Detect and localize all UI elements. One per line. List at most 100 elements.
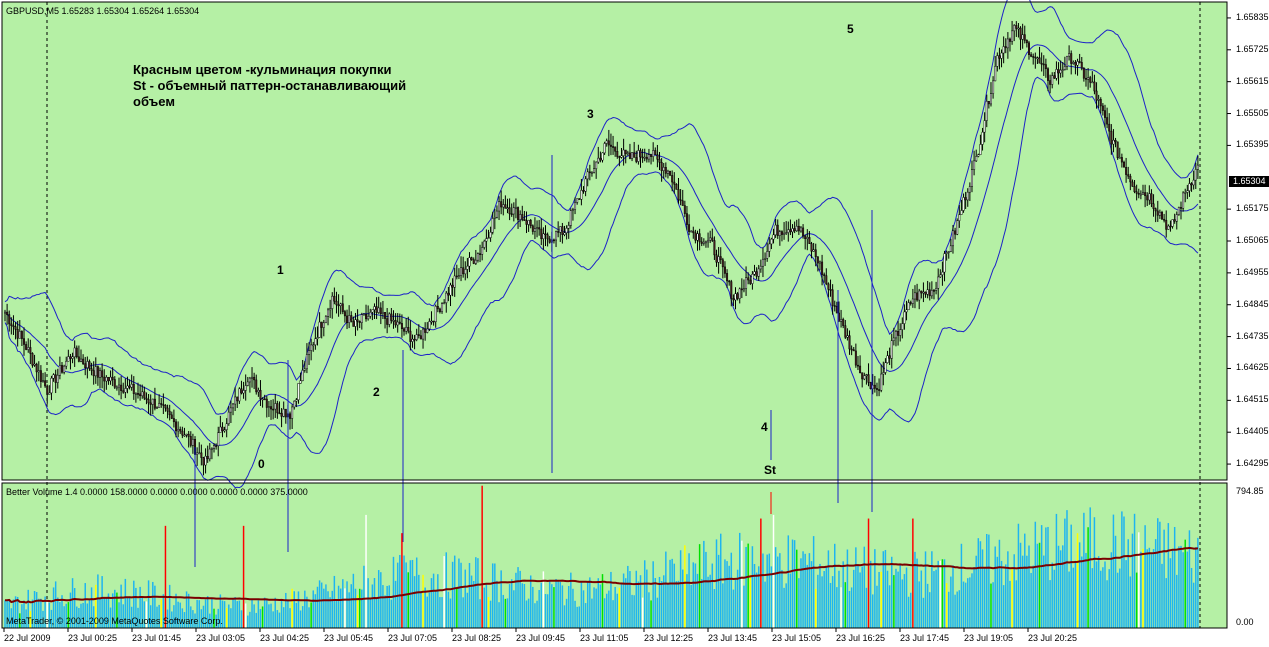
candle-body [392,320,395,322]
candle-body [96,366,99,378]
volume-bar [209,613,211,628]
volume-bar [673,563,676,628]
candle-body [46,385,49,395]
candle-body [1125,167,1128,175]
volume-bar [1019,542,1022,628]
volume-bar [12,599,15,628]
candle-body [143,391,146,399]
candle-body [198,452,201,455]
candle-body [1146,195,1149,201]
candle-body [27,347,30,350]
volume-bar [956,591,958,628]
candle-body [1163,218,1166,221]
candle-body [6,311,9,315]
volume-bar [728,565,730,628]
volume-bar [217,608,219,628]
volume-bar [760,518,762,628]
volume-bar [624,578,627,628]
volume-bar [631,594,633,628]
volume-bar [38,598,40,628]
candle-body [221,426,224,432]
candle-body [512,207,515,215]
candle-body [348,315,351,323]
volume-bar [310,602,312,628]
wave-markers [194,155,873,567]
volume-bar [700,579,703,628]
candle-body [1006,38,1009,49]
candle-body [1057,69,1060,74]
volume-bar [690,584,692,628]
volume-bar [523,583,526,628]
candle-body [424,328,427,333]
volume-bar [580,581,583,628]
candle-body [113,379,116,388]
volume-bar [793,540,796,628]
candle-body [101,370,104,378]
volume-bar [453,555,456,628]
candle-body [840,319,843,322]
volume-bar [118,602,120,628]
volume-bar [23,600,25,628]
volume-bar [439,597,441,628]
volume-bar [967,578,969,628]
price-tick-label: 1.65395 [1236,139,1269,150]
volume-bar [660,581,663,628]
candle-body [601,152,604,161]
volume-bar [502,594,505,628]
volume-bar [838,570,840,628]
volume-bar [1072,567,1075,628]
candle-body [1087,77,1090,80]
candle-body [578,198,581,200]
candle-body [371,309,374,313]
volume-bar [297,591,300,628]
candle-body [354,319,357,327]
candle-body [1021,34,1024,40]
candle-body [1065,55,1068,67]
candle-body [770,238,773,245]
volume-bar [249,611,251,628]
candle-body [339,303,342,306]
candle-body [386,318,389,325]
volume-bar [1043,555,1045,628]
candle-body [346,315,349,323]
candle-body [270,406,273,410]
candle-body [284,408,287,418]
volume-bar [1030,572,1032,628]
volume-bar [316,586,319,628]
volume-bar [584,603,587,628]
candle-body [413,338,416,341]
candle-body [324,316,327,324]
candle-body [160,403,163,405]
candle-body [90,368,93,371]
candle-body [519,214,522,220]
candle-body [417,334,420,336]
volume-bar [827,550,830,628]
volume-bar [969,577,971,628]
volume-bar [1178,546,1180,628]
candle-body [206,455,209,460]
candle-body [992,80,995,94]
volume-bar [335,599,338,628]
candle-body [210,448,213,450]
volume-bar [922,597,925,628]
volume-bar [4,600,6,628]
candle-body [20,331,23,339]
volume-bar [998,539,1001,628]
candle-body [191,439,194,446]
volume-bar [629,571,631,628]
volume-bar [19,613,21,628]
candle-body [825,275,828,285]
candle-body [42,380,44,382]
candle-body [297,383,300,401]
volume-bar [910,592,912,628]
volume-bar [52,587,55,628]
volume-bar [719,533,722,628]
volume-bar [242,525,245,628]
volume-bar [196,599,198,628]
volume-bar [825,566,828,628]
candle-body [384,312,387,319]
candle-body [529,220,532,226]
candle-body [109,376,112,382]
candle-body [1074,62,1077,66]
